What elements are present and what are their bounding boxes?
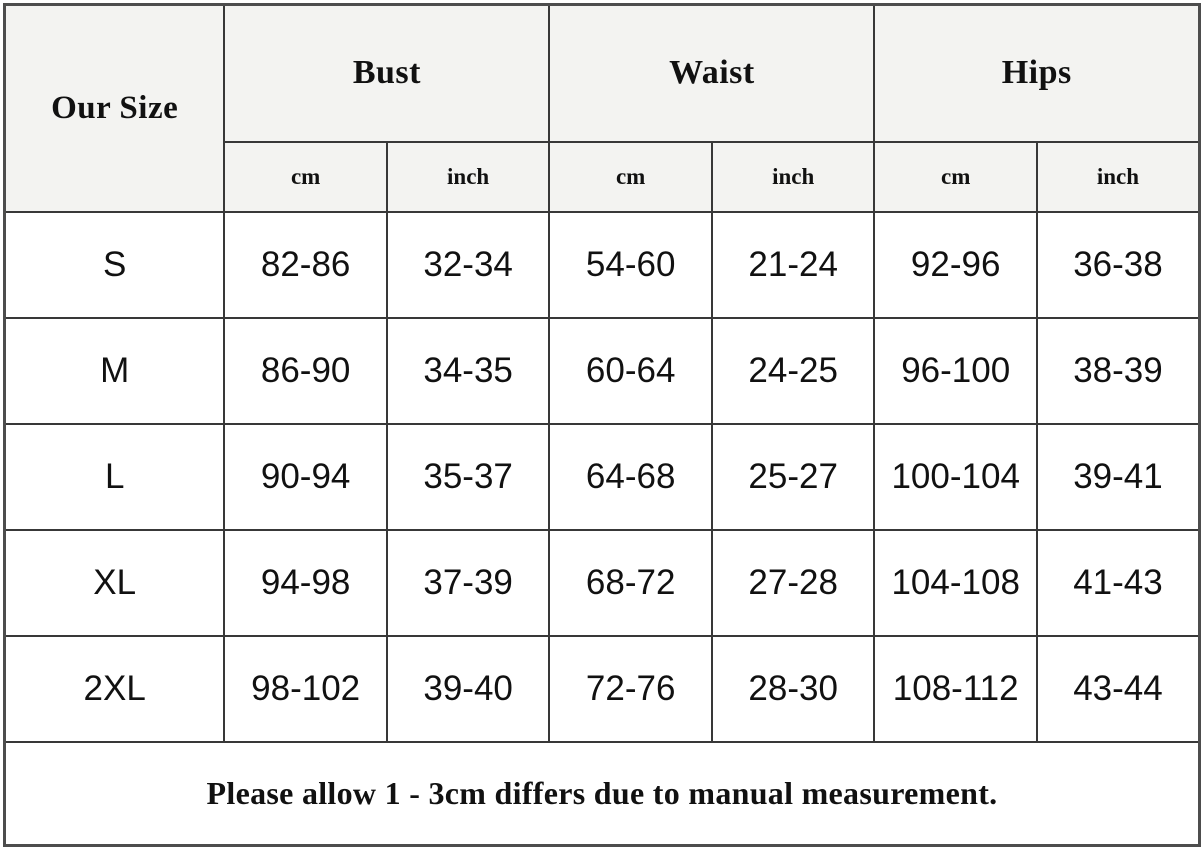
unit-header-bust-cm: cm <box>223 140 388 213</box>
unit-header-bust-inch: inch <box>385 140 551 213</box>
size-table: Our Size Bust Waist Hips cm inch cm inch… <box>3 3 1201 847</box>
size-label: 2XL <box>3 634 226 743</box>
unit-header-hips-inch: inch <box>1035 140 1201 213</box>
unit-header-waist-cm: cm <box>548 140 713 213</box>
table-row-s: S 82-86 32-34 54-60 21-24 92-96 36-38 <box>3 210 1201 319</box>
unit-header-hips-cm: cm <box>873 140 1038 213</box>
unit-header-waist-inch: inch <box>710 140 876 213</box>
hips-cm-value: 104-108 <box>873 528 1038 637</box>
table-row-xl: XL 94-98 37-39 68-72 27-28 104-108 41-43 <box>3 528 1201 637</box>
waist-inch-value: 27-28 <box>710 528 876 637</box>
hips-cm-value: 96-100 <box>873 316 1038 425</box>
size-label: XL <box>3 528 226 637</box>
hips-cm-value: 100-104 <box>873 422 1038 531</box>
bust-cm-value: 82-86 <box>223 210 388 319</box>
group-header-row: Our Size Bust Waist Hips <box>3 3 1201 213</box>
bust-inch-value: 35-37 <box>385 422 551 531</box>
bust-inch-value: 37-39 <box>385 528 551 637</box>
waist-cm-value: 60-64 <box>548 316 713 425</box>
waist-cm-value: 68-72 <box>548 528 713 637</box>
bust-inch-value: 39-40 <box>385 634 551 743</box>
unit-header-row: cm inch cm inch cm inch <box>5 140 1201 213</box>
bust-cm-value: 90-94 <box>223 422 388 531</box>
waist-cm-value: 54-60 <box>548 210 713 319</box>
measurement-note: Please allow 1 - 3cm differs due to manu… <box>3 740 1201 847</box>
bust-cm-value: 86-90 <box>223 316 388 425</box>
group-header-bust: Bust <box>223 3 551 143</box>
bust-cm-value: 94-98 <box>223 528 388 637</box>
group-header-hips: Hips <box>873 3 1201 143</box>
table-row-2xl: 2XL 98-102 39-40 72-76 28-30 108-112 43-… <box>3 634 1201 743</box>
bust-cm-value: 98-102 <box>223 634 388 743</box>
bust-inch-value: 34-35 <box>385 316 551 425</box>
waist-cm-value: 72-76 <box>548 634 713 743</box>
size-label: L <box>3 422 226 531</box>
hips-inch-value: 38-39 <box>1035 316 1201 425</box>
hips-inch-value: 36-38 <box>1035 210 1201 319</box>
footer-row: Please allow 1 - 3cm differs due to manu… <box>3 740 1201 847</box>
size-label: S <box>3 210 226 319</box>
column-header-our-size: Our Size <box>3 3 226 213</box>
hips-inch-value: 39-41 <box>1035 422 1201 531</box>
waist-inch-value: 21-24 <box>710 210 876 319</box>
waist-inch-value: 28-30 <box>710 634 876 743</box>
hips-inch-value: 41-43 <box>1035 528 1201 637</box>
bust-inch-value: 32-34 <box>385 210 551 319</box>
size-label: M <box>3 316 226 425</box>
hips-cm-value: 92-96 <box>873 210 1038 319</box>
hips-cm-value: 108-112 <box>873 634 1038 743</box>
group-header-waist: Waist <box>548 3 876 143</box>
waist-cm-value: 64-68 <box>548 422 713 531</box>
waist-inch-value: 24-25 <box>710 316 876 425</box>
waist-inch-value: 25-27 <box>710 422 876 531</box>
table-row-l: L 90-94 35-37 64-68 25-27 100-104 39-41 <box>3 422 1201 531</box>
table-row-m: M 86-90 34-35 60-64 24-25 96-100 38-39 <box>3 316 1201 425</box>
hips-inch-value: 43-44 <box>1035 634 1201 743</box>
